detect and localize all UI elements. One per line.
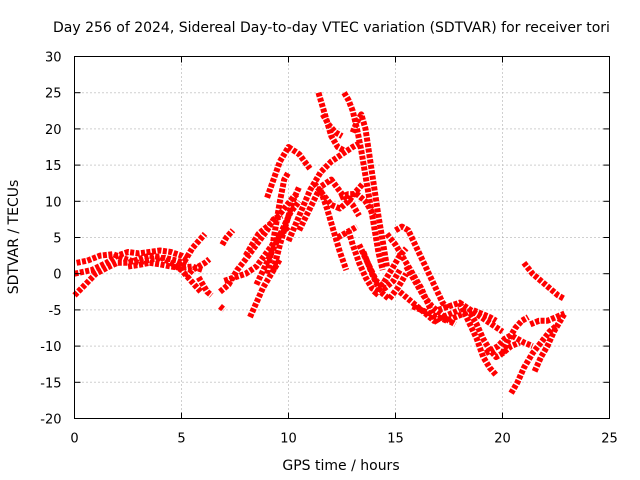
series-track-06: [196, 275, 214, 298]
series-track-17: [264, 144, 313, 199]
series-track-22: [317, 189, 350, 272]
series-track-34: [397, 289, 461, 324]
series-track-23: [311, 181, 366, 212]
series-track-05: [178, 231, 208, 269]
series-track-33: [393, 223, 452, 312]
series-track-07: [183, 256, 212, 280]
series-track-44: [529, 310, 566, 328]
y-tick-label: 5: [53, 232, 61, 247]
data-series: [72, 91, 568, 395]
y-tick-label: 15: [45, 159, 62, 174]
x-tick-label: 10: [280, 432, 297, 447]
series-track-41: [499, 314, 530, 355]
y-tick-label: 10: [45, 195, 62, 210]
y-tick-label: 20: [45, 123, 62, 138]
x-tick-label: 20: [494, 432, 511, 447]
series-track-37: [437, 299, 505, 335]
series-track-02: [76, 251, 190, 268]
y-tick-label: -5: [49, 304, 62, 319]
series-track-28: [345, 229, 380, 295]
series-track-16: [270, 185, 302, 271]
series-track-20: [315, 91, 346, 154]
y-tick-label: 25: [45, 87, 62, 102]
series-track-14: [253, 199, 302, 286]
y-tick-label: -15: [40, 376, 61, 391]
series-track-19: [296, 176, 362, 232]
x-tick-label: 5: [177, 432, 185, 447]
chart-title: Day 256 of 2024, Sidereal Day-to-day VTE…: [53, 20, 610, 36]
y-tick-label: -10: [40, 340, 61, 355]
x-tick-label: 0: [70, 432, 78, 447]
series-track-04: [127, 259, 204, 273]
y-tick-label: 30: [45, 51, 62, 66]
series-track-10: [219, 228, 236, 247]
series-track-42: [508, 322, 561, 395]
series-track-21: [320, 112, 344, 139]
series-track-26: [341, 91, 386, 271]
y-tick-label: 0: [53, 268, 61, 283]
series-track-03: [73, 247, 190, 277]
series-track-36: [411, 303, 498, 324]
series-track-18: [285, 140, 361, 243]
series-track-45: [521, 260, 567, 302]
series-track-27: [349, 111, 390, 267]
series-track-13: [247, 257, 283, 319]
series-track-30: [360, 250, 409, 302]
x-tick-label: 15: [387, 432, 404, 447]
y-axis-label: SDTVAR / TECUs: [6, 180, 22, 295]
series-track-15: [264, 170, 292, 275]
series-track-43: [531, 311, 568, 373]
series-track-39: [467, 311, 521, 360]
x-tick-label: 25: [601, 432, 618, 447]
axis-ticks: 0 5 10 15 20 25 -20 -15 -10 -5 0 5 10 15 20 25 30: [40, 51, 618, 447]
series-track-38: [456, 301, 499, 378]
series-track-08: [218, 303, 227, 313]
series-track-31: [371, 246, 409, 298]
x-axis-label: GPS time / hours: [282, 458, 399, 474]
y-tick-label: -20: [40, 413, 61, 428]
